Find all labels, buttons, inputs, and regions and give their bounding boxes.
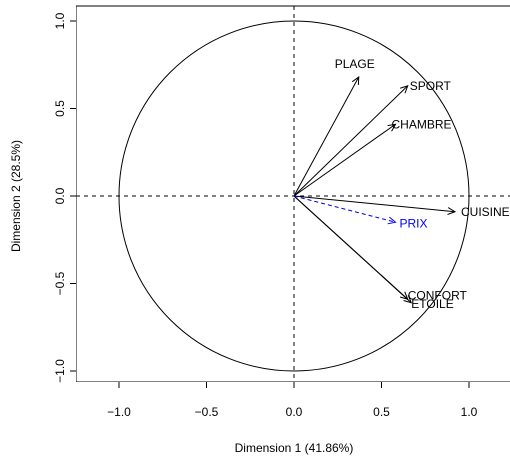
y-tick-label: 0.0: [53, 187, 67, 204]
variable-label-plage: PLAGE: [335, 57, 375, 71]
x-tick-label: 0.0: [286, 405, 303, 419]
arrowhead-chambre: [387, 123, 397, 132]
variable-label-etoile: ETOILE: [411, 297, 453, 311]
y-tick-label: 1.0: [53, 12, 67, 29]
arrow-sport: [293, 85, 409, 197]
arrowhead-plage: [351, 75, 360, 86]
x-tick-label: 0.5: [373, 405, 390, 419]
arrowhead-cuisine: [447, 207, 457, 215]
y-tick-label: 0.5: [53, 100, 67, 117]
arrowhead-etoile: [403, 295, 413, 304]
y-tick-label: −0.5: [53, 271, 67, 295]
arrow-plage: [293, 76, 360, 197]
y-axis-title: Dimension 2 (28.5%): [9, 140, 23, 252]
arrow-prix: [293, 195, 396, 223]
variable-label-cuisine: CUISINE: [461, 205, 510, 219]
plot-frame: [76, 5, 510, 382]
variable-label-sport: SPORT: [410, 79, 452, 93]
x-tick-label: −0.5: [195, 405, 219, 419]
arrow-cuisine: [293, 195, 456, 213]
x-axis-title: Dimension 1 (41.86%): [235, 441, 354, 455]
x-tick-label: −1.0: [107, 405, 131, 419]
arrowhead-prix: [387, 216, 397, 225]
x-tick-label: 1.0: [461, 405, 478, 419]
arrow-chambre: [293, 123, 396, 197]
arrowhead-sport: [400, 84, 409, 94]
variable-label-confort: CONFORT: [408, 288, 468, 302]
variable-label-chambre: CHAMBRE: [392, 117, 452, 131]
y-tick-label: −1.0: [53, 359, 67, 383]
arrow-etoile: [293, 195, 412, 304]
variable-label-prix: PRIX: [400, 216, 428, 230]
